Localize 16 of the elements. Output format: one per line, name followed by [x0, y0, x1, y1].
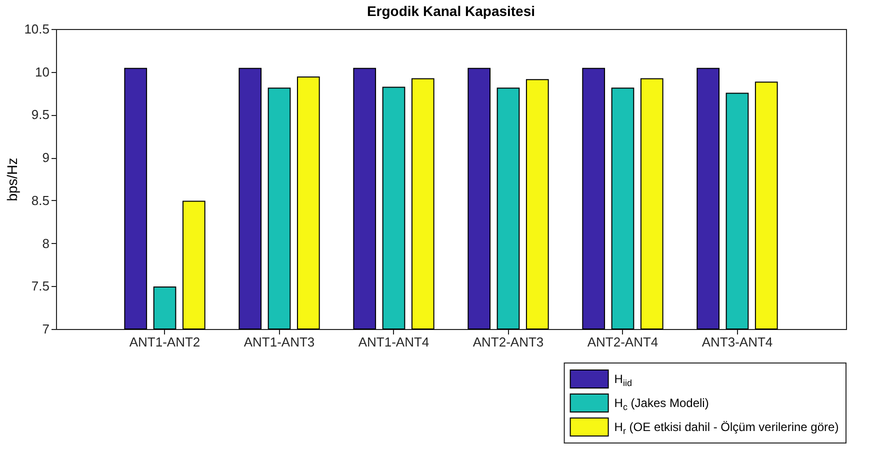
y-tick-label: 7.5	[31, 278, 50, 294]
x-tick-label: ANT1-ANT4	[358, 334, 430, 350]
y-tick-label: 8.5	[31, 192, 50, 208]
y-tick-label: 8	[42, 236, 50, 251]
x-tick-label: ANT3-ANT4	[702, 334, 773, 350]
y-tick-label: 7	[42, 322, 50, 336]
y-tick-label: 9.5	[31, 107, 50, 122]
chart-title: Ergodik Kanal Kapasitesi	[366, 3, 536, 19]
x-tick-label: ANT2-ANT3	[472, 334, 544, 350]
y-tick-label: 10.5	[24, 22, 50, 36]
y-tick-label: 9	[42, 150, 50, 166]
x-tick-label: ANT2-ANT4	[587, 334, 658, 350]
y-axis-title: bps/Hz	[4, 158, 20, 202]
x-tick-label: ANT1-ANT3	[244, 334, 315, 350]
x-tick-label: ANT1-ANT2	[129, 334, 200, 350]
y-tick-label: 10	[35, 64, 50, 80]
